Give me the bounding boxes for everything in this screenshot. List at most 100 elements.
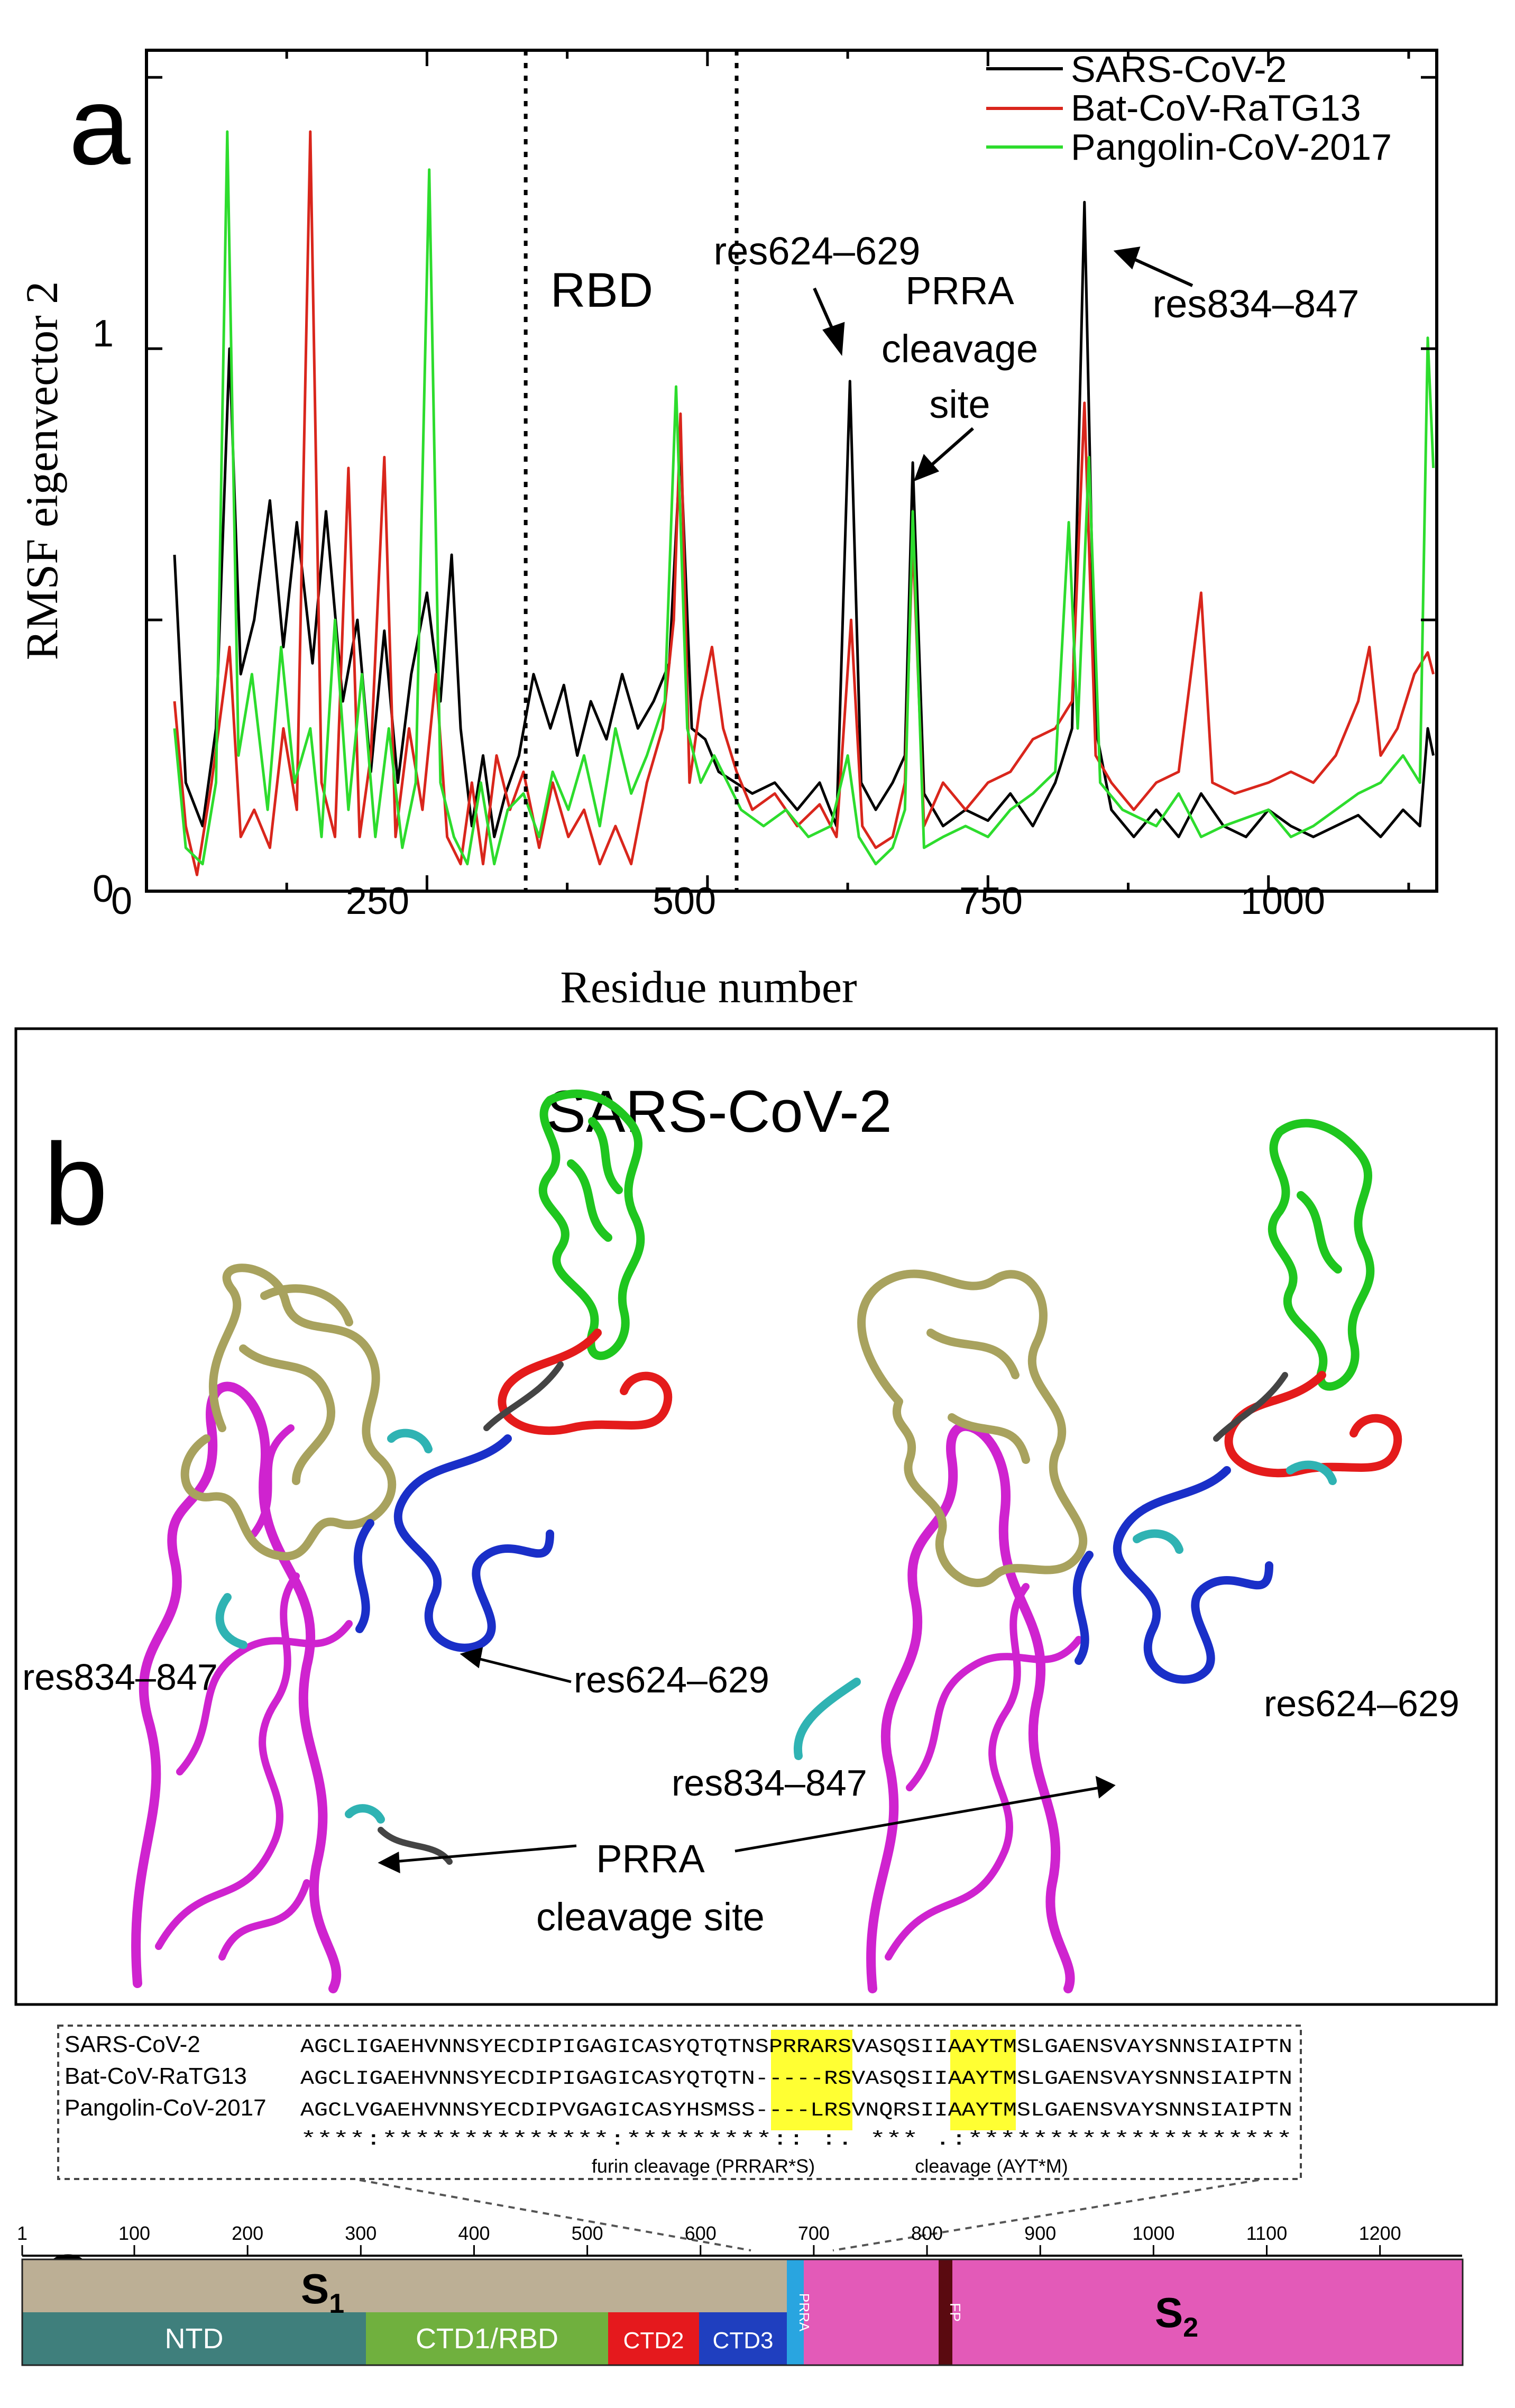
left-label-res834-847: res834–847 xyxy=(22,1656,218,1698)
panel-b-arrows xyxy=(378,1647,1116,1874)
ruler-tick-label: 1100 xyxy=(1246,2222,1287,2244)
ruler-tick-label: 300 xyxy=(345,2222,377,2244)
annotation-res834-847: res834–847 xyxy=(1153,282,1360,326)
arrow-right-prra xyxy=(734,1786,1100,1853)
arrow-head xyxy=(1113,246,1141,270)
rbd-green xyxy=(538,1089,645,1360)
alignment-box xyxy=(57,2025,1302,2180)
structure-left xyxy=(131,1089,673,1993)
highlight-cyan xyxy=(793,1460,1337,1760)
legend-label-bat-cov: Bat-CoV-RaTG13 xyxy=(1071,87,1361,129)
arrow-head xyxy=(1095,1775,1116,1799)
arrow-head xyxy=(822,322,845,356)
prra-label: PRRA xyxy=(596,1837,705,1881)
ruler-tick-label: 1200 xyxy=(1359,2222,1401,2244)
align-name-sars: SARS-CoV-2 xyxy=(65,2031,200,2057)
ctd2-red xyxy=(1224,1371,1402,1478)
annotation-cleavage: cleavage xyxy=(882,327,1038,371)
legend-label-sars-cov-2: SARS-CoV-2 xyxy=(1071,49,1287,90)
annotation-res624-629: res624–629 xyxy=(714,229,921,273)
panel-b-label: b xyxy=(43,1119,108,1249)
x-tick-label-250: 250 xyxy=(346,880,409,922)
highlight-prra xyxy=(771,2030,852,2130)
panel-b-structures: SARS-CoV-2 b res834–847 res624–629 res6 xyxy=(14,1027,1498,2006)
arrow-left-prra xyxy=(393,1844,577,1863)
arrow-head xyxy=(378,1851,400,1874)
series-layer xyxy=(173,130,1435,876)
x-tick-label-750: 750 xyxy=(959,880,1023,922)
fp-bar xyxy=(939,2259,952,2365)
ctd3-bar xyxy=(699,2312,787,2365)
align-name-pangolin: Pangolin-CoV-2017 xyxy=(65,2095,267,2121)
ctd3-label: CTD3 xyxy=(713,2328,774,2354)
s1-bar xyxy=(22,2259,804,2312)
legend: SARS-CoV-2 Bat-CoV-RaTG13 Pangolin-CoV-2… xyxy=(986,49,1392,168)
furin-cleavage-label: furin cleavage (PRRAR*S) xyxy=(592,2155,815,2177)
right-label-res624-629: res624–629 xyxy=(1264,1683,1459,1724)
annotation-prra: PRRA xyxy=(905,269,1014,313)
panel-c-alignment-and-domains: SARS-CoV-2 Bat-CoV-RaTG13 Pangolin-CoV-2… xyxy=(17,2025,1464,2366)
plot-frame xyxy=(145,49,1438,893)
cleavage-aytm-label: cleavage (AYT*M) xyxy=(915,2155,1068,2177)
arrow-prra xyxy=(927,427,974,470)
y-tick-label-0: 0 xyxy=(93,868,114,910)
rbd-region-label: RBD xyxy=(550,263,653,317)
ruler-tick-label: 100 xyxy=(118,2222,150,2244)
y-axis-title: RMSF eigenvector 2 xyxy=(16,281,67,661)
ruler-tick-label: 500 xyxy=(572,2222,603,2244)
ctd2-bar xyxy=(608,2312,699,2365)
series-line-bat-cov-ratg13 xyxy=(173,130,1435,876)
linkers xyxy=(378,1361,564,1865)
structure-right xyxy=(793,1119,1402,1993)
ruler-tick-label: 700 xyxy=(798,2222,830,2244)
annotation-site: site xyxy=(929,382,990,426)
arrow-head xyxy=(460,1647,483,1669)
x-tick-label-1000: 1000 xyxy=(1241,880,1325,922)
left-label-res624-629: res624–629 xyxy=(574,1659,769,1700)
x-tick-label-0: 0 xyxy=(111,880,132,922)
ntd-label: NTD xyxy=(165,2323,224,2355)
conservation-line: ****:**************:*********:: :. *** .… xyxy=(300,2129,1292,2151)
arrow-res834-847 xyxy=(1130,256,1193,287)
ruler-tick-label: 600 xyxy=(685,2222,717,2244)
ruler-tick-label: 800 xyxy=(911,2222,943,2244)
rbd-green xyxy=(1268,1119,1375,1391)
panel-b-frame xyxy=(14,1027,1498,2006)
ruler-ticks: 1 100 200 300 400 500 600 700 800 900 1000 1100 1200 xyxy=(17,2222,1401,2256)
panel-a-line-chart: a RBD res624–629 PRRA cleavage site res8… xyxy=(16,49,1438,1012)
panel-a-label: a xyxy=(69,63,131,188)
s2-bar xyxy=(804,2259,1463,2365)
align-seq-bat: AGCLIGAEHVNNSYECDIPIGAGICASYQTQTN ----- RS… xyxy=(300,2068,1292,2090)
s1-label: S1 xyxy=(301,2265,344,2319)
annotation-arrows xyxy=(813,246,1193,482)
s2-backbone xyxy=(866,1421,1075,1993)
legend-label-pangolin-cov: Pangolin-CoV-2017 xyxy=(1071,126,1392,168)
x-tick-label-500: 500 xyxy=(653,880,716,922)
ctd3-blue xyxy=(1072,1466,1273,1684)
prra-bar xyxy=(787,2259,804,2365)
y-tick-label-1: 1 xyxy=(93,313,114,355)
align-seq-pangolin: AGCLVGAEHVNNSYECDIPVGAGICASYHSMSS ----L RS… xyxy=(300,2100,1292,2122)
x-axis-title: Residue number xyxy=(560,962,857,1012)
ruler-tick-label: 900 xyxy=(1024,2222,1056,2244)
ctd2-red xyxy=(498,1329,673,1435)
cleavage-site-label: cleavage site xyxy=(536,1895,765,1939)
align-seq-sars: AGCLIGAEHVNNSYECDIPIGAGICASYQTQTN SPRRA RS… xyxy=(300,2036,1292,2058)
rbd-boundary-markers xyxy=(524,50,739,891)
ruler-tick-label: 1000 xyxy=(1132,2222,1174,2244)
s2-loops xyxy=(155,1424,353,1961)
axis-ticks xyxy=(145,50,1437,893)
zoom-guide-right xyxy=(832,2179,1259,2251)
zoom-guide-left xyxy=(359,2179,751,2251)
series-line-pangolin-cov-2017 xyxy=(173,130,1435,866)
right-label-res834-847: res834–847 xyxy=(672,1762,867,1803)
series-line-sars-cov-2 xyxy=(173,200,1435,838)
highlight-cyan xyxy=(215,1429,433,1824)
align-name-bat: Bat-CoV-RaTG13 xyxy=(65,2063,247,2089)
s2-backbone xyxy=(131,1381,342,1993)
ctd2-label: CTD2 xyxy=(623,2328,684,2354)
ruler-tick-label: 200 xyxy=(232,2222,263,2244)
ctd3-blue xyxy=(353,1434,554,1652)
linkers xyxy=(1213,1372,1288,1442)
highlight-aytm xyxy=(950,2030,1016,2130)
